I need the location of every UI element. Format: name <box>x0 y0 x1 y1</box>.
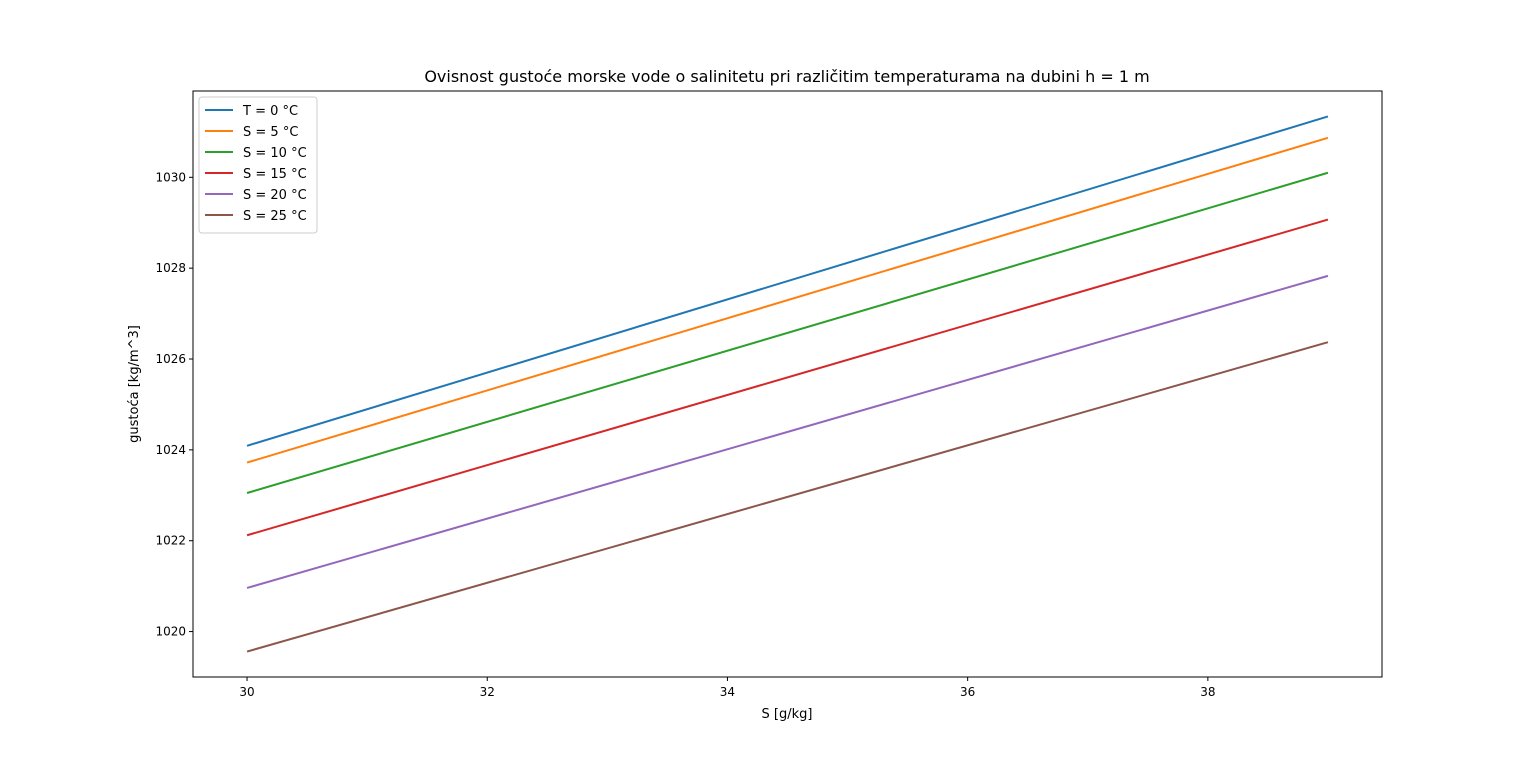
x-tick-label-3: 36 <box>960 685 975 699</box>
legend-label-3: S = 15 °C <box>243 167 307 182</box>
x-tick-label-4: 38 <box>1200 685 1215 699</box>
legend-label-1: S = 5 °C <box>243 125 298 140</box>
x-tick-label-0: 30 <box>239 685 254 699</box>
y-tick-label-4: 1028 <box>155 261 186 275</box>
chart-title: Ovisnost gustoće morske vode o salinitet… <box>424 67 1149 86</box>
y-axis-label: gustoća [kg/m^3] <box>127 325 142 443</box>
y-tick-label-0: 1020 <box>155 625 186 639</box>
x-tick-label-1: 32 <box>480 685 495 699</box>
legend-label-0: T = 0 °C <box>242 104 298 119</box>
series-line-5 <box>246 341 1329 653</box>
x-axis-ticks: 30 32 34 36 38 <box>239 677 1215 699</box>
series-line-2 <box>246 171 1329 494</box>
plot-frame <box>192 90 1383 678</box>
series-line-0 <box>246 115 1329 447</box>
y-tick-label-2: 1024 <box>155 443 186 457</box>
x-axis-label: S [g/kg] <box>762 707 813 722</box>
plot-lines <box>246 115 1329 653</box>
y-tick-label-1: 1022 <box>155 534 186 548</box>
x-tick-label-2: 34 <box>720 685 735 699</box>
y-axis-ticks: 1020 1022 1024 1026 1028 1030 <box>155 170 193 639</box>
series-line-3 <box>246 218 1329 537</box>
series-line-4 <box>246 274 1329 589</box>
legend-label-5: S = 25 °C <box>243 209 307 224</box>
y-tick-label-3: 1026 <box>155 352 186 366</box>
series-line-1 <box>246 136 1329 464</box>
legend-label-4: S = 20 °C <box>243 188 307 203</box>
legend-label-2: S = 10 °C <box>243 146 307 161</box>
legend: T = 0 °C S = 5 °C S = 10 °C S = 15 °C S = 20… <box>198 96 318 234</box>
y-tick-label-5: 1030 <box>155 170 186 184</box>
